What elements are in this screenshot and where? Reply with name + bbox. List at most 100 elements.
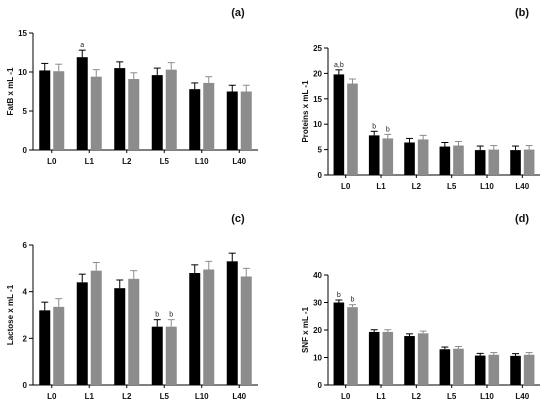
bar	[165, 69, 177, 150]
bar	[114, 288, 126, 385]
x-tick-label: L1	[85, 157, 95, 166]
x-tick-label: L10	[195, 157, 209, 166]
significance-label: b	[351, 297, 355, 304]
y-tick-label: 25	[313, 44, 322, 53]
panel-letter: (c)	[231, 213, 245, 225]
bar	[368, 135, 380, 175]
y-tick-label: 5	[23, 107, 28, 116]
bar	[189, 273, 201, 385]
bar	[510, 355, 521, 385]
bar	[453, 348, 464, 385]
x-tick-label: L2	[122, 392, 132, 401]
x-tick-label: L10	[480, 182, 494, 191]
x-tick-label: L0	[47, 157, 57, 166]
x-tick-label: L40	[232, 392, 246, 401]
x-tick-label: L5	[160, 392, 170, 401]
y-tick-label: 0	[318, 171, 323, 180]
bar	[240, 276, 252, 385]
x-tick-label: L2	[412, 182, 422, 191]
x-tick-label: L1	[85, 392, 95, 401]
y-tick-label: 15	[18, 29, 27, 38]
y-axis-title: SNF x mL -1	[301, 306, 310, 353]
y-tick-label: 15	[313, 95, 322, 104]
y-tick-label: 5	[318, 146, 323, 155]
y-tick-label: 40	[313, 271, 322, 280]
x-tick-label: L1	[376, 392, 386, 401]
panel-d: (d) 0 10 20 30 40 SNF x mL -1 L0 L1 L2 L5 L10 L40 b b	[301, 213, 540, 401]
panel-letter: (a)	[231, 7, 245, 19]
bar	[151, 75, 163, 150]
bar	[165, 326, 177, 385]
bar	[151, 326, 163, 385]
bar	[523, 149, 535, 175]
bar	[333, 74, 345, 175]
bar	[90, 270, 102, 385]
bar	[368, 331, 380, 385]
x-tick-label: L0	[341, 392, 351, 401]
bar	[333, 302, 345, 385]
significance-label: b	[155, 312, 159, 319]
bar	[347, 83, 358, 175]
bar	[226, 91, 238, 150]
x-tick-label: L1	[376, 182, 386, 191]
y-axis-title: FatB x mL -1	[6, 67, 15, 115]
x-tick-label: L0	[47, 392, 57, 401]
bar	[439, 146, 451, 175]
y-tick-label: 10	[313, 120, 322, 129]
x-tick-label: L40	[232, 157, 246, 166]
bar	[404, 142, 415, 175]
y-tick-label: 0	[23, 381, 28, 390]
bar	[488, 149, 500, 175]
x-tick-label: L40	[515, 392, 529, 401]
bar	[53, 71, 65, 150]
x-tick-label: L0	[341, 182, 351, 191]
significance-label: a	[80, 42, 84, 49]
bar	[439, 349, 451, 385]
bar	[417, 139, 429, 175]
y-tick-label: 0	[318, 381, 323, 390]
x-tick-label: L2	[412, 392, 422, 401]
bar	[510, 150, 521, 175]
x-tick-label: L5	[447, 392, 457, 401]
y-tick-label: 0	[23, 146, 28, 155]
significance-label: b	[169, 312, 173, 319]
bar	[474, 355, 486, 385]
bar	[382, 331, 394, 385]
significance-label: b	[386, 126, 390, 133]
bar	[39, 70, 51, 150]
bar	[417, 333, 429, 385]
x-tick-label: L5	[447, 182, 457, 191]
x-tick-label: L40	[515, 182, 529, 191]
x-tick-label: L10	[195, 392, 209, 401]
x-tick-label: L10	[480, 392, 494, 401]
bar	[53, 306, 65, 385]
bar	[39, 310, 51, 385]
panel-c: (c) 0 2 4 6 Lactose x mL -1 L0 L1 L2 L5 L10 L40 b b	[6, 213, 258, 401]
bar	[226, 261, 238, 385]
bar	[382, 138, 394, 175]
panel-letter: (b)	[515, 7, 529, 19]
bar	[76, 57, 88, 150]
y-tick-label: 10	[313, 354, 322, 363]
y-tick-label: 2	[23, 334, 28, 343]
significance-label: a,b	[334, 62, 344, 69]
bar	[203, 269, 215, 385]
panel-letter: (d)	[515, 213, 529, 225]
significance-label: b	[372, 123, 376, 130]
panel-a: (a) 0 5 10 15 FatB x mL -1 L0 L1 L2 L5 L10 L40 a	[6, 7, 258, 166]
x-tick-label: L5	[160, 157, 170, 166]
y-axis-title: Lactose x mL -1	[6, 284, 15, 345]
significance-label: b	[337, 292, 341, 299]
y-tick-label: 30	[313, 299, 322, 308]
bar	[203, 82, 215, 150]
bar	[474, 150, 486, 175]
bar	[114, 68, 126, 150]
bar	[90, 76, 102, 150]
y-axis-title: Proteins x mL -1	[301, 80, 310, 143]
bar	[523, 354, 535, 385]
bar	[189, 89, 201, 150]
y-tick-label: 4	[23, 288, 28, 297]
x-tick-label: L2	[122, 157, 132, 166]
bar	[76, 282, 88, 385]
